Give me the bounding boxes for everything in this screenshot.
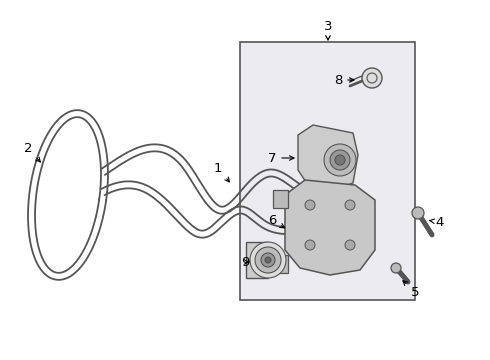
Circle shape [345,200,355,210]
Circle shape [324,144,356,176]
Text: 4: 4 [430,216,444,229]
Text: 7: 7 [268,152,294,165]
Text: 6: 6 [268,213,285,228]
Circle shape [265,257,271,263]
Bar [273,255,288,273]
Circle shape [345,240,355,250]
Polygon shape [298,125,358,190]
Text: 8: 8 [334,73,354,86]
Text: 2: 2 [24,141,40,162]
Bar [273,190,288,208]
Bar [240,42,415,300]
Circle shape [305,240,315,250]
Text: 5: 5 [403,281,419,298]
Circle shape [391,263,401,273]
Bar [246,242,268,278]
Circle shape [305,200,315,210]
Polygon shape [285,180,375,275]
Circle shape [330,150,350,170]
Circle shape [362,68,382,88]
Text: 3: 3 [324,19,332,40]
Text: 1: 1 [214,162,229,182]
Circle shape [261,253,275,267]
Circle shape [250,242,286,278]
Circle shape [412,207,424,219]
Text: 9: 9 [241,256,249,269]
Circle shape [335,155,345,165]
Circle shape [255,247,281,273]
